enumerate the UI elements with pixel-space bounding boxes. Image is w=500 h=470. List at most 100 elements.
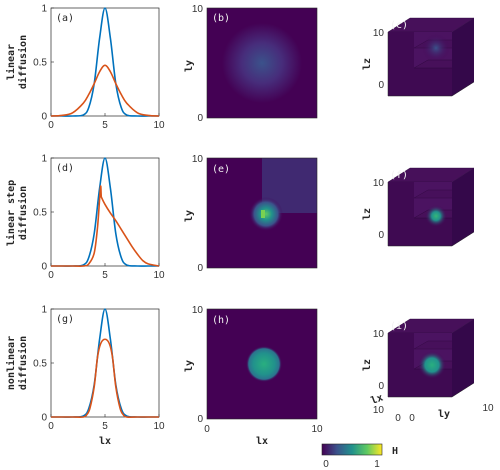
panel-label-b: (b)	[212, 13, 230, 24]
tick-h-0: 0	[197, 414, 203, 425]
cube-side-face	[452, 18, 474, 96]
final-state-line	[51, 185, 160, 267]
y-tick-label: 0.5	[33, 208, 47, 219]
heatmap-h-frame	[206, 308, 318, 420]
panel-label-c: (c)	[390, 20, 408, 31]
heatmap-e-hotspot	[261, 210, 265, 218]
x-tick-label: 0	[48, 270, 54, 281]
axis-label-b-ly: ly	[184, 60, 195, 72]
cube-outline	[387, 333, 475, 398]
cube-side-face	[452, 319, 474, 397]
cube-axis-lx: lx	[370, 392, 385, 406]
line-chart-2: 0 5 10 0 0.5 1 (g)	[33, 305, 165, 433]
y-tick-label: 0.5	[33, 359, 47, 370]
cube-c: (c) 10 0 lz	[362, 17, 475, 97]
cube-tick-10: 10	[373, 178, 385, 189]
line-chart-0: 0 5 10 0 0.5 1 (a)	[33, 4, 165, 132]
initial-condition-line	[50, 7, 159, 117]
cube-glow	[425, 205, 447, 227]
panel-label-f: (f)	[390, 170, 408, 181]
x-tick-label: 0	[48, 120, 54, 131]
cube-front-face	[388, 182, 414, 246]
cube-axis-ly: ly	[438, 409, 450, 420]
line-chart-frame	[50, 308, 160, 418]
colorbar-label: H	[392, 446, 398, 457]
panel-label-a: (a)	[56, 13, 74, 24]
line-plots: 0 5 10 0 0.5 1 (a) 0 5 10 0 0.5 1 (d) 0 5 10 0 0.5 1 (g) lx	[33, 4, 165, 448]
row-label-2-line2: diffusion	[17, 186, 29, 240]
heatmap-e-blob	[249, 197, 283, 231]
x-tick-label: 10	[153, 120, 165, 131]
cube-glow	[422, 34, 450, 62]
panel-label-h: (h)	[212, 315, 230, 326]
colorbar-max: 1	[374, 459, 380, 470]
heatmap-e: (e) 10 0 ly	[184, 154, 318, 274]
panel-label-d: (d)	[56, 163, 74, 174]
x-tick-label: 10	[153, 421, 165, 432]
y-tick-label: 0	[41, 413, 47, 424]
x-tick-label: 5	[102, 120, 108, 131]
tick-h-10: 10	[192, 305, 204, 316]
heatmap-b-blob	[222, 23, 302, 103]
x-tick-label: 5	[102, 421, 108, 432]
row-label-3-line1: nonlinear	[5, 336, 17, 390]
cube-tick-ly-0: 0	[409, 413, 415, 424]
cube-tick-lx-0: 0	[395, 413, 401, 424]
row-label-1-line2: diffusion	[17, 35, 29, 89]
axis-label-h-ly: ly	[184, 360, 195, 372]
cube-tick-0: 0	[378, 80, 384, 91]
cube-axis-lz: lz	[362, 58, 373, 70]
colorbar: 0 1 H	[321, 443, 398, 470]
row-label-2: linear step diffusion	[5, 180, 29, 246]
row-label-3-line2: diffusion	[17, 336, 29, 390]
tick-h-x10: 10	[311, 424, 323, 435]
colorbar-min: 0	[323, 459, 329, 470]
cube-tick-10: 10	[373, 329, 385, 340]
cube-tick-10: 10	[373, 28, 385, 39]
cube-axis-lz: lz	[362, 359, 373, 371]
cube-tick-lx-10: 10	[373, 405, 385, 416]
tick-h-x0: 0	[204, 424, 210, 435]
tick-b-10: 10	[192, 4, 204, 15]
y-tick-label: 0	[41, 112, 47, 123]
cube-axis-lz: lz	[362, 208, 373, 220]
row-label-1: linear diffusion	[5, 35, 29, 89]
cube-front-face	[388, 333, 414, 397]
x-tick-label: 5	[102, 270, 108, 281]
cube-tick-0: 0	[378, 230, 384, 241]
line-chart-frame	[50, 7, 160, 117]
cube-lower-face	[414, 218, 452, 246]
line-chart-frame	[50, 157, 160, 267]
panel-label-e: (e)	[212, 164, 230, 175]
y-tick-label: 0	[41, 262, 47, 273]
row-label-1-line1: linear	[5, 44, 17, 80]
axis-label-h-lx: lx	[256, 436, 268, 447]
cube-outline	[387, 182, 475, 247]
heatmap-h-blob	[246, 346, 282, 382]
cube-front-face	[388, 32, 414, 96]
colorbar-gradient	[321, 443, 383, 456]
cube-lower-face	[414, 68, 452, 96]
tick-e-10: 10	[192, 154, 204, 165]
cube-glow	[418, 351, 446, 379]
tick-b-0: 0	[197, 113, 203, 124]
tick-e-0: 0	[197, 263, 203, 274]
cube-tick-ly-10: 10	[482, 403, 494, 414]
axis-label-e-ly: ly	[184, 210, 195, 222]
x-tick-label: 0	[48, 421, 54, 432]
panel-label-g: (g)	[56, 314, 74, 325]
final-state-line	[50, 64, 160, 117]
cube-f: (f) 10 0 lz	[362, 167, 475, 247]
y-tick-label: 0.5	[33, 58, 47, 69]
y-tick-label: 1	[41, 4, 47, 15]
final-state-line	[50, 338, 159, 418]
heatmap-b: (b) 10 0 ly	[184, 4, 318, 124]
heatmap-h: (h) 10 0 0 10 lx ly	[184, 305, 323, 447]
row-label-3: nonlinear diffusion	[5, 336, 29, 390]
y-tick-label: 1	[41, 305, 47, 316]
cube-tick-0: 0	[378, 381, 384, 392]
panel-label-i: (i)	[390, 321, 408, 332]
cube-side-face	[452, 168, 474, 246]
